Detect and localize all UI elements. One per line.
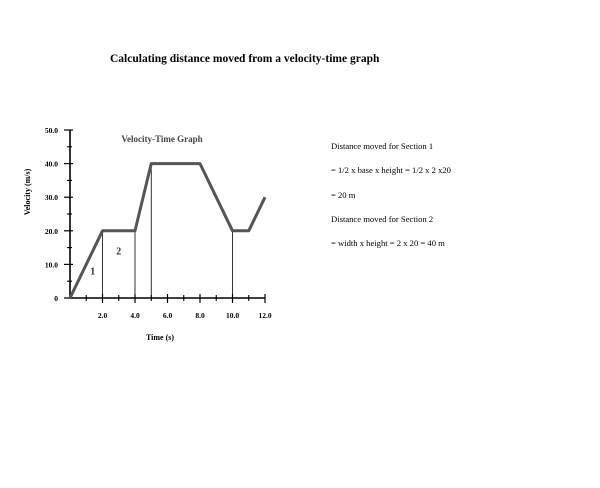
region-label: 2 (116, 246, 121, 257)
explanation-line-section1-heading: Distance moved for Section 1 (331, 141, 434, 151)
y-axis-label: Velocity (m/s) (23, 168, 32, 215)
explanation-line-section2-heading: Distance moved for Section 2 (331, 213, 434, 224)
x-tick-label: 4.0 (130, 311, 140, 320)
y-tick-label: 30.0 (45, 193, 58, 202)
y-tick-label: 10.0 (45, 260, 58, 269)
chart-title: Velocity-Time Graph (121, 134, 202, 144)
page-title: Calculating distance moved from a veloci… (110, 53, 380, 65)
x-tick-label: 6.0 (163, 311, 173, 320)
x-tick-label: 12.0 (258, 311, 271, 320)
y-tick-label: 0 (54, 294, 58, 303)
explanation-line-section2-formula: = width x height = 2 x 20 = 40 m (331, 238, 445, 249)
x-tick-label: 8.0 (195, 311, 205, 320)
y-tick-label: 40.0 (45, 160, 58, 169)
explanation-line-section1-formula: = 1/2 x base x height = 1/2 x 2 x20 (331, 165, 451, 176)
y-tick-label: 50.0 (45, 126, 58, 135)
explanation-line-section1-result: = 20 m (331, 189, 356, 200)
x-tick-label: 10.0 (226, 311, 239, 320)
explanation-panel: Distance moved for Section 1 = 1/2 x bas… (331, 134, 451, 255)
region-label: 1 (90, 266, 95, 277)
x-tick-label: 2.0 (98, 311, 108, 320)
x-axis-label: Time (s) (146, 333, 174, 342)
y-tick-label: 20.0 (45, 227, 58, 236)
velocity-series-line (68, 162, 267, 299)
